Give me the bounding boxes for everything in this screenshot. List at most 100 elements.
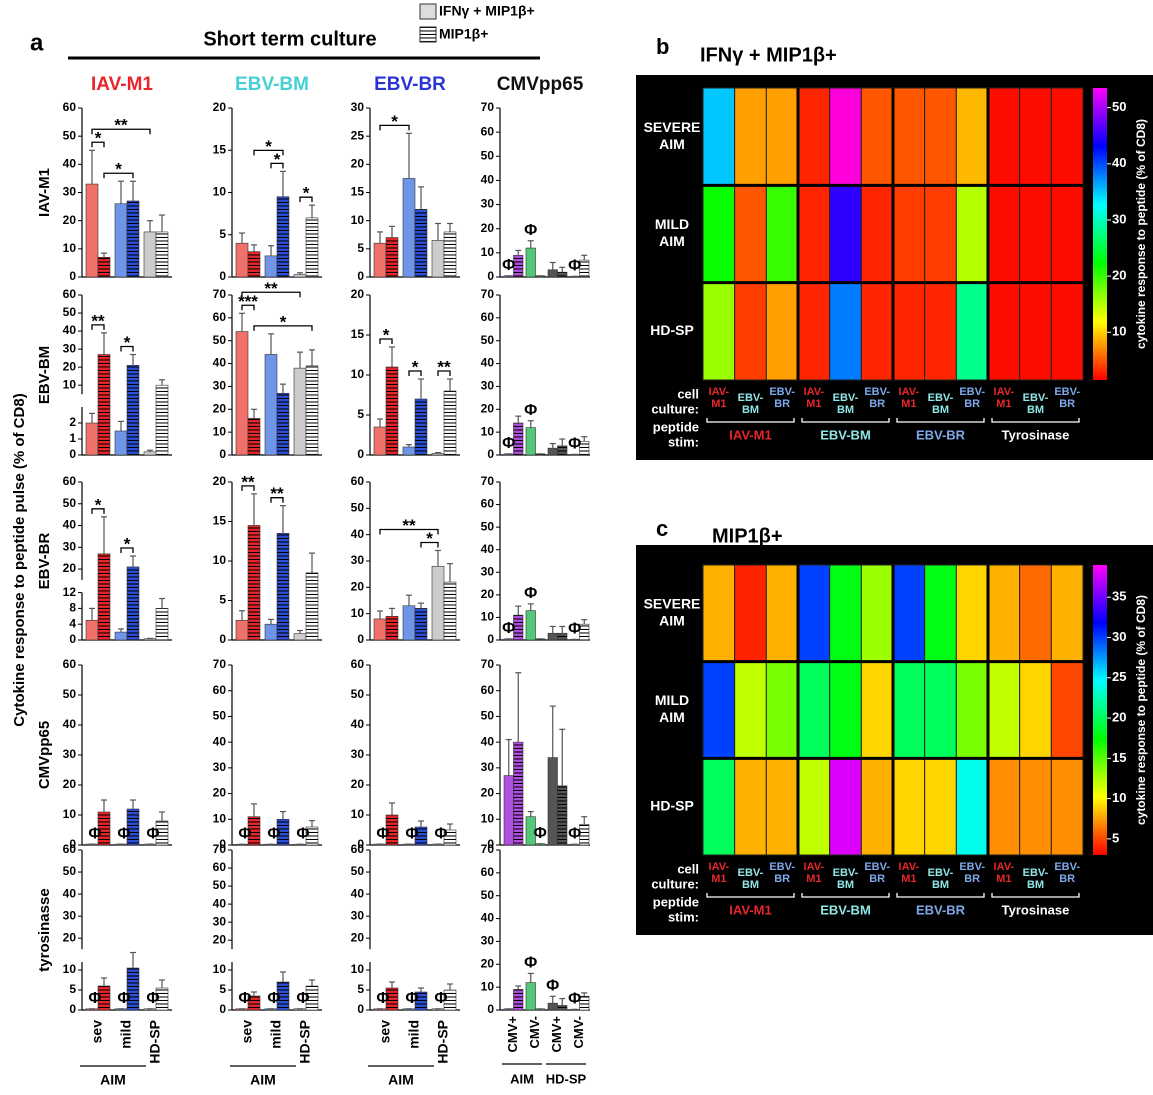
y-tick-label: 50 bbox=[481, 519, 495, 533]
heat-cell bbox=[797, 184, 831, 284]
y-tick-label: 10 bbox=[351, 213, 365, 227]
phi-mark: Φ bbox=[238, 990, 251, 1007]
heat-cell bbox=[797, 282, 831, 381]
culture-label: EBV- bbox=[1054, 861, 1080, 873]
y-tick-label: 70 bbox=[481, 474, 495, 488]
colorbar-tick-label: 15 bbox=[1112, 750, 1126, 765]
culture-label: BM bbox=[742, 404, 759, 416]
culture-label: BR bbox=[774, 398, 790, 410]
panel-letter: b bbox=[656, 34, 669, 59]
x-label: HD-SP bbox=[147, 1020, 163, 1064]
y-tick-label: 70 bbox=[481, 657, 495, 671]
y-tick-label: 0 bbox=[487, 632, 494, 646]
heat-cell bbox=[734, 282, 767, 381]
heat-cell bbox=[702, 87, 736, 186]
y-tick-label: 20 bbox=[481, 956, 495, 970]
row-caption: stim: bbox=[668, 434, 699, 449]
y-tick-label: 50 bbox=[63, 128, 77, 142]
y-tick-label: 20 bbox=[351, 157, 365, 171]
y-tick-label: 40 bbox=[63, 886, 77, 900]
culture-label: EBV- bbox=[833, 867, 859, 879]
y-tick-label: 60 bbox=[213, 860, 227, 874]
group-label: AIM bbox=[100, 1072, 126, 1088]
y-tick-label: 15 bbox=[351, 185, 365, 199]
phi-mark: Φ bbox=[502, 257, 515, 274]
bar bbox=[503, 775, 514, 846]
sig-label: * bbox=[426, 529, 433, 548]
heat-cell bbox=[955, 661, 989, 759]
colorbar-tick-label: 20 bbox=[1112, 709, 1126, 724]
y-tick-label: 40 bbox=[481, 173, 495, 187]
panel-title: MIP1β+ bbox=[712, 525, 783, 547]
y-tick-label: 0 bbox=[69, 1002, 76, 1016]
panel-letter: c bbox=[656, 516, 668, 541]
y-tick-label: 30 bbox=[481, 564, 495, 578]
culture-label: BR bbox=[1059, 398, 1075, 410]
culture-label: M1 bbox=[806, 398, 821, 410]
y-tick-label: 15 bbox=[213, 514, 227, 528]
group-rule bbox=[801, 418, 890, 423]
culture-label: BM bbox=[1027, 879, 1044, 891]
sig-label: ** bbox=[402, 516, 416, 535]
y-tick-label: 70 bbox=[213, 657, 227, 671]
y-tick-label: 60 bbox=[351, 474, 365, 488]
bar bbox=[547, 447, 558, 456]
culture-label: IAV- bbox=[709, 861, 730, 873]
column-header: EBV-BR bbox=[374, 74, 446, 95]
y-tick-label: 50 bbox=[213, 709, 227, 723]
heat-cell bbox=[955, 282, 989, 381]
culture-label: EBV- bbox=[928, 867, 954, 879]
y-tick-label: 30 bbox=[351, 553, 365, 567]
heat-cell bbox=[829, 184, 862, 284]
bar bbox=[513, 989, 524, 1011]
y-tick-label: 70 bbox=[481, 100, 495, 114]
heat-cell bbox=[987, 184, 1021, 284]
phi-mark: Φ bbox=[524, 955, 537, 972]
sig-label: ** bbox=[264, 279, 278, 298]
culture-label: BR bbox=[1059, 873, 1075, 885]
colorbar-tick-label: 50 bbox=[1112, 99, 1126, 114]
colorbar-tick-label: 40 bbox=[1112, 155, 1126, 170]
bar bbox=[85, 619, 99, 641]
culture-label: EBV- bbox=[1054, 386, 1080, 398]
y-tick-label: 40 bbox=[213, 356, 227, 370]
y-tick-label: 5 bbox=[219, 227, 226, 241]
bar bbox=[373, 242, 387, 278]
bar bbox=[557, 1005, 568, 1011]
culture-label: EBV- bbox=[833, 392, 859, 404]
heat-cell bbox=[987, 87, 1021, 186]
y-tick-label: 5 bbox=[219, 593, 226, 607]
row-label: SEVERE bbox=[644, 596, 701, 612]
culture-label: EBV- bbox=[738, 867, 764, 879]
y-tick-label: 10 bbox=[213, 962, 227, 976]
heat-cell bbox=[924, 282, 957, 381]
y-tick-label: 0 bbox=[487, 837, 494, 851]
sig-bracket bbox=[270, 497, 284, 503]
colorbar bbox=[1093, 565, 1107, 855]
y-tick-label: 60 bbox=[481, 124, 495, 138]
sig-bracket bbox=[379, 124, 410, 131]
peptide-label: IAV-M1 bbox=[729, 427, 771, 442]
heat-cell bbox=[892, 184, 926, 284]
sig-bracket bbox=[379, 338, 393, 344]
sig-label: ** bbox=[114, 116, 128, 135]
bar bbox=[155, 384, 169, 456]
sig-bracket bbox=[241, 291, 301, 298]
y-tick-label: 0 bbox=[69, 269, 76, 283]
sig-label: * bbox=[383, 325, 390, 344]
y-tick-label: 10 bbox=[481, 979, 495, 993]
phi-mark: Φ bbox=[146, 990, 159, 1007]
bar bbox=[235, 242, 249, 278]
y-tick-label: 20 bbox=[213, 100, 227, 114]
heat-cell bbox=[987, 757, 1021, 856]
phi-mark: Φ bbox=[502, 620, 515, 637]
x-label: HD-SP bbox=[297, 1020, 313, 1064]
y-tick-label: 10 bbox=[351, 807, 365, 821]
panel-letter: a bbox=[30, 29, 44, 56]
phi-mark: Φ bbox=[267, 990, 280, 1007]
heat-cell bbox=[955, 184, 989, 284]
y-tick-label: 10 bbox=[351, 962, 365, 976]
row-label: MILD bbox=[655, 692, 689, 708]
sig-label: * bbox=[391, 112, 398, 131]
group-rule bbox=[991, 893, 1080, 898]
